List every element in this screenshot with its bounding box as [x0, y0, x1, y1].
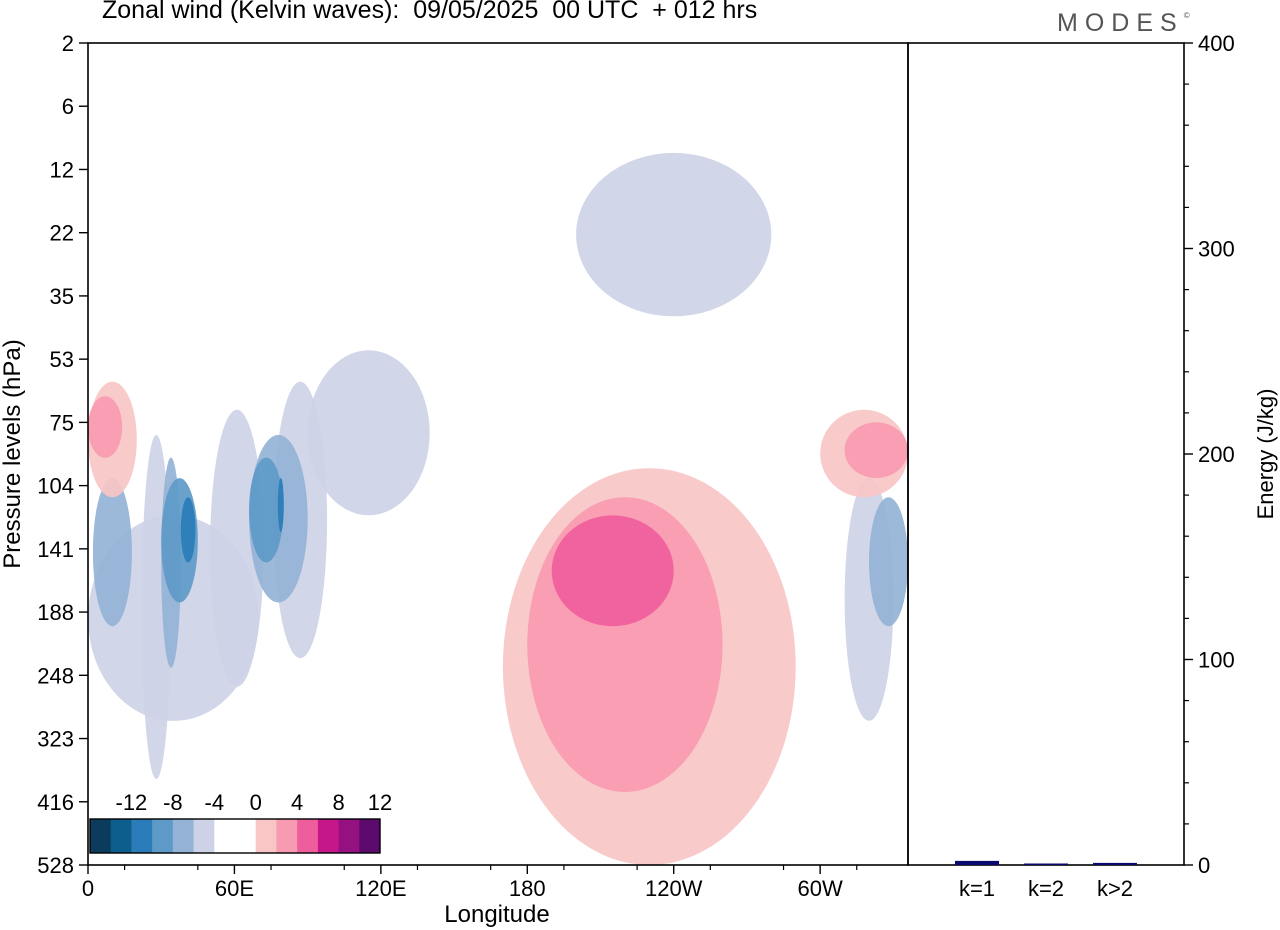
energy-category-label-2: k>2 [1097, 876, 1133, 901]
colorbar-swatch-6 [214, 819, 236, 853]
logo-copyright-mark: © [1183, 11, 1190, 20]
y-tick-label-3: 22 [50, 221, 74, 246]
modes-logo: MODES© [1057, 9, 1190, 38]
colorbar-label-1: -8 [163, 790, 183, 815]
colorbar-swatch-11 [317, 819, 340, 853]
y-tick-label-11: 323 [37, 727, 74, 752]
energy-tick-label-3: 300 [1198, 237, 1235, 262]
colorbar-label-6: 12 [368, 790, 392, 815]
y-tick-label-5: 53 [50, 347, 74, 372]
colorbar-swatch-13 [359, 819, 381, 853]
x-axis: 0 60E 120E 180 120W 60W [82, 865, 858, 901]
y-tick-label-9: 188 [37, 600, 74, 625]
contour-region-3 [307, 350, 430, 516]
heatmap-plot-frame [87, 42, 909, 866]
contour-region-19 [88, 396, 123, 458]
y-tick-label-2: 12 [50, 157, 74, 182]
energy-bar-k=1 [955, 860, 999, 865]
colorbar-label-2: -4 [205, 790, 225, 815]
energy-plot-frame [907, 42, 1185, 866]
contour-region-12 [576, 152, 772, 317]
colorbar-swatch-8 [255, 819, 277, 853]
colorbar-swatch-7 [235, 819, 257, 853]
x-tick-label-2: 120E [355, 876, 406, 901]
y-tick-label-10: 248 [37, 663, 74, 688]
energy-axis-label: Energy (J/kg) [1253, 389, 1278, 520]
energy-tick-label-1: 100 [1198, 648, 1235, 673]
y-tick-label-4: 35 [50, 284, 74, 309]
contour-region-9 [249, 457, 284, 563]
y-tick-label-7: 104 [37, 474, 74, 499]
colorbar-swatch-1 [110, 819, 132, 853]
energy-tick-label-2: 200 [1198, 442, 1235, 467]
colorbar-swatch-0 [90, 819, 112, 853]
contour-region-6 [92, 477, 132, 627]
y-axis-label: Pressure levels (hPa) [0, 339, 26, 568]
y-tick-label-8: 141 [37, 537, 74, 562]
energy-bars: k=1 k=2 k>2 [955, 860, 1137, 901]
x-tick-label-3: 180 [509, 876, 546, 901]
colorbar-swatch-10 [297, 819, 319, 853]
contour-region-20 [844, 422, 908, 479]
contour-region-14 [869, 497, 908, 627]
energy-tick-label-0: 0 [1198, 853, 1210, 878]
x-axis-label: Longitude [444, 901, 549, 928]
colorbar-swatch-9 [276, 819, 298, 853]
y-tick-label-12: 416 [37, 790, 74, 815]
logo-text: MODES [1057, 9, 1184, 37]
colorbar-label-3: 0 [250, 790, 262, 815]
colorbar-swatch-5 [193, 819, 215, 853]
colorbar-legend: -12 -8 -4 0 4 8 12 [89, 790, 392, 854]
chart-title: Zonal wind (Kelvin waves): 09/05/2025 00… [102, 0, 758, 24]
y-tick-label-6: 75 [50, 410, 74, 435]
energy-bar-k=2 [1024, 863, 1068, 865]
colorbar-label-4: 4 [291, 790, 303, 815]
energy-category-label-1: k=2 [1028, 876, 1064, 901]
y-tick-label-13: 528 [37, 853, 74, 878]
y-tick-label-0: 2 [62, 31, 74, 56]
contour-region-21 [551, 515, 674, 627]
y-axis: 2 6 12 22 35 53 75 104 141 188 248 323 416 528 [37, 31, 88, 878]
colorbar-swatch-4 [172, 819, 195, 853]
energy-axis: 0 100 200 300 400 [1184, 31, 1235, 878]
energy-category-label-0: k=1 [959, 876, 995, 901]
colorbar-swatch-12 [338, 819, 360, 853]
x-tick-label-4: 120W [645, 876, 703, 901]
colorbar-label-5: 8 [332, 790, 344, 815]
y-tick-label-1: 6 [62, 94, 74, 119]
x-tick-label-5: 60W [798, 876, 843, 901]
colorbar-frame [89, 818, 381, 854]
contour-region-11 [277, 478, 284, 532]
energy-bar-k>2 [1093, 862, 1137, 865]
contour-region-10 [180, 497, 196, 563]
heatmap-contour-fields [88, 152, 908, 865]
x-tick-label-0: 0 [82, 876, 94, 901]
colorbar-swatch-2 [131, 819, 153, 853]
energy-tick-label-4: 400 [1198, 31, 1235, 56]
x-tick-label-1: 60E [215, 876, 254, 901]
colorbar-swatch-3 [152, 819, 174, 853]
colorbar-label-0: -12 [116, 790, 148, 815]
